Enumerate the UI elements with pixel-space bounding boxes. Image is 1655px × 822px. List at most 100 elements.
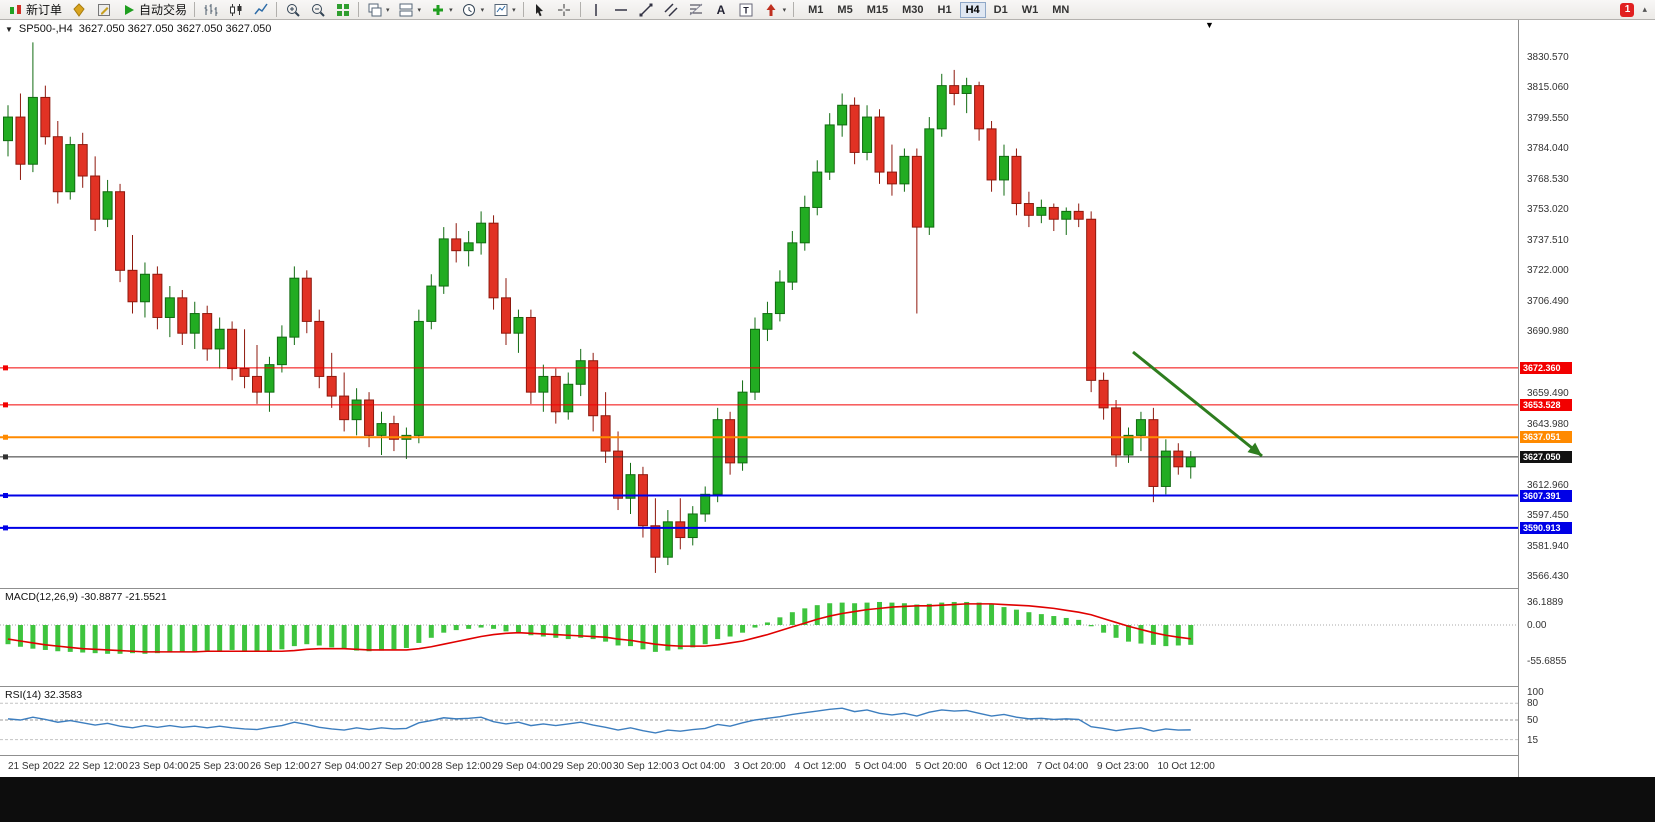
level-handle[interactable] [3,402,8,408]
timeframe-mn-button[interactable]: MN [1052,3,1070,16]
timeframe-bar: M1 M5 M15 M30 H1 H4 D1 W1 MN [801,1,1076,18]
tile-windows-icon [334,1,351,18]
chart-title: ▼ SP500-,H4 3627.050 3627.050 3627.050 3… [5,23,271,35]
panel-splitter[interactable] [0,686,1655,687]
dropdown-caret-icon: ▾ [512,6,516,14]
macd-label: MACD(12,26,9) -30.8877 -21.5521 [5,591,167,603]
profiles-icon [398,1,415,18]
price-axis-label: 3799.550 [1527,112,1569,124]
text-label-button[interactable]: T [734,1,759,19]
templates-button[interactable]: ▾ [488,1,520,19]
bar-chart-icon [202,1,219,18]
price-axis-label: 3643.980 [1527,418,1569,430]
price-axis-label: 3659.490 [1527,388,1569,400]
profiles-button[interactable]: ▾ [394,1,426,19]
bar-chart-button[interactable] [198,1,223,19]
vertical-line-button[interactable] [584,1,609,19]
dropdown-caret-icon: ▾ [480,6,485,14]
time-axis-label: 3 Oct 20:00 [734,761,786,772]
time-axis-label: 10 Oct 12:00 [1157,761,1215,772]
arrows-icon [763,1,780,18]
fibonacci-retracement-button[interactable] [684,1,709,19]
time-axis-label: 3 Oct 04:00 [673,761,726,772]
timeframe-h4-button[interactable]: H4 [959,1,986,18]
toolbar-separator [276,2,278,17]
zoom-out-icon [309,1,326,18]
timeframe-h1-button[interactable]: H1 [937,3,952,16]
time-axis-label: 29 Sep 20:00 [552,761,613,772]
price-axis-label: 3722.000 [1527,265,1569,277]
candlestick-chart-button[interactable] [223,1,248,19]
time-axis-label: 5 Oct 20:00 [915,761,968,772]
time-axis-label: 28 Sep 12:00 [431,761,492,772]
level-handle[interactable] [3,434,8,440]
templates-icon [492,1,509,18]
time-axis-label: 6 Oct 12:00 [976,761,1028,772]
notification-badge[interactable]: 1 [1620,2,1635,17]
timeframe-d1-button[interactable]: D1 [993,3,1008,16]
zoom-out-button[interactable] [305,1,330,19]
crosshair-button[interactable] [552,1,577,19]
zoom-in-button[interactable] [280,1,305,19]
level-handle[interactable] [3,493,8,499]
indicators-button[interactable]: ▾ [425,1,457,19]
timeframe-m15-button[interactable]: M15 [866,3,889,16]
trendline-button[interactable] [634,1,659,19]
time-axis[interactable]: 21 Sep 2022 22 Sep 12:00 23 Sep 04:00 25 Se… [0,756,1655,777]
candles [3,42,1196,573]
macd-panel[interactable]: MACD(12,26,9) -30.8877 -21.5521 [0,589,1518,686]
time-axis-label: 5 Oct 04:00 [855,761,907,772]
price-axis-border [1518,20,1519,777]
expert-advisors-icon [70,1,87,18]
level-handle[interactable] [3,454,8,460]
expert-advisors-button[interactable] [66,1,91,19]
panel-splitter[interactable] [0,588,1655,589]
trend-arrow[interactable] [1132,350,1263,458]
main-toolbar: 新订单 自动交易 ▾ ▾ ▾ ▾ ▾ A T ▾ M1 M5 M15 M30 H1 H4 D1 W1 MN 1 ▴ [0,0,1655,20]
line-chart-button[interactable] [248,1,273,19]
metaeditor-button[interactable] [91,1,116,19]
macd-signal-line [7,603,1191,653]
horizontal-line-icon [613,1,630,18]
time-axis-label: 29 Sep 04:00 [492,761,552,772]
price-badge-3637.051: 3637.051 [1520,431,1572,444]
time-axis-label: 23 Sep 04:00 [129,761,189,772]
line-chart-icon [252,1,269,18]
timeframe-w1-button[interactable]: W1 [1021,3,1039,16]
candlestick-chart-icon [227,1,244,18]
horizontal-line-button[interactable] [609,1,634,19]
crosshair-icon [556,1,573,18]
timeframe-m5-button[interactable]: M5 [837,3,853,16]
svg-text:A: A [717,3,726,17]
chevron-down-icon[interactable]: ▼ [5,24,13,34]
price-badge-3607.391: 3607.391 [1520,489,1572,502]
auto-trading-button[interactable]: 自动交易 [116,1,191,19]
timeframe-m30-button[interactable]: M30 [902,3,924,16]
price-axis-label: 3830.570 [1527,52,1569,63]
toolbar-separator [579,2,581,17]
cursor-button[interactable] [527,1,552,19]
timeframe-m1-button[interactable]: M1 [808,3,824,16]
price-axis[interactable]: 3830.570 3815.060 3799.550 3784.040 3768.530… [1519,20,1655,777]
time-axis-label: 21 Sep 2022 [8,761,65,772]
tile-windows-button[interactable] [330,1,355,19]
rsi-scale-label: 100 [1527,687,1544,698]
arrows-button[interactable]: ▾ [759,1,791,19]
new-order-button[interactable]: 新订单 [3,1,66,19]
periods-button[interactable]: ▾ [457,1,489,19]
equidistant-channel-button[interactable] [659,1,684,19]
candlestick-chart[interactable] [0,20,1518,588]
cursor-icon [531,1,548,18]
level-handle[interactable] [3,365,8,371]
new-chart-icon [366,1,383,18]
text-button[interactable]: A [709,1,734,19]
toolbar-collapse-icon[interactable]: ▴ [1642,4,1647,14]
chart-area[interactable]: ▼ SP500-,H4 3627.050 3627.050 3627.050 3… [0,20,1518,588]
rsi-panel[interactable]: RSI(14) 32.3583 [0,687,1518,755]
new-chart-button[interactable]: ▾ [362,1,394,19]
chart-shift-marker-icon[interactable]: ▼ [1205,20,1214,30]
level-handle[interactable] [3,525,8,531]
panel-splitter[interactable] [0,755,1655,756]
price-badge-3590.913: 3590.913 [1520,521,1572,534]
metaeditor-icon [95,1,112,18]
